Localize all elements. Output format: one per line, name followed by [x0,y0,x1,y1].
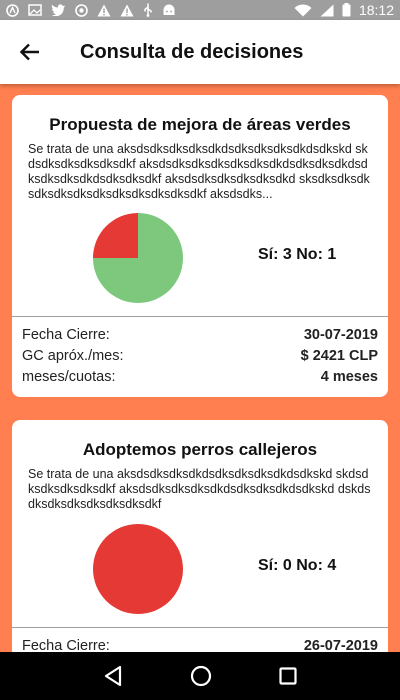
warning-icon [120,4,134,16]
fecha-cierre-value: 26-07-2019 [303,638,378,652]
battery-icon [342,3,351,17]
meses-label: meses/cuotas: [22,369,116,385]
wifi-icon [294,3,312,16]
home-nav-icon[interactable] [190,665,212,687]
decision-title: Propuesta de mejora de áreas verdes [49,115,351,134]
notification-icons [6,3,176,17]
usb-icon [144,3,152,17]
app-icon [6,3,19,17]
vote-counts: Sí: 3 No: 1 [258,246,337,263]
system-icons: 18:12 [294,2,394,18]
page-title: Consulta de decisiones [80,40,304,63]
warning-icon [97,4,111,16]
divider [12,316,388,317]
vote-summary: Sí: 0 No: 4 [12,513,388,617]
status-time: 18:12 [358,2,394,18]
back-nav-icon[interactable] [103,665,123,687]
fecha-cierre-value: 30-07-2019 [303,327,378,343]
image-icon [28,4,42,16]
vote-pie-chart [93,524,183,614]
meses-value: 4 meses [320,369,378,385]
fecha-cierre-label: Fecha Cierre: [22,327,110,343]
vote-pie-chart [93,213,183,303]
recents-nav-icon[interactable] [279,667,297,685]
signal-icon [320,4,334,16]
pie-slice-no [93,213,138,258]
decisions-list[interactable]: Propuesta de mejora de áreas verdes Se t… [0,84,400,652]
app-bar: Consulta de decisiones [0,20,400,84]
chrome-icon [75,3,88,17]
fecha-cierre-label: Fecha Cierre: [22,638,110,652]
decision-description: Se trata de una aksdsdksdksdkdsdksdksdks… [28,467,371,511]
status-bar: 18:12 [0,0,400,20]
decision-details: Fecha Cierre: 26-07-2019 [12,628,388,652]
pie-slice-no [93,524,183,614]
pie-slice-yes [93,213,183,303]
arrow-left-icon [20,43,39,61]
decision-card[interactable]: Adoptemos perros callejeros Se trata de … [12,420,388,652]
divider [12,627,388,628]
decision-details: Fecha Cierre: GC apróx./mes: meses/cuota… [12,317,388,388]
vote-summary: Sí: 3 No: 1 [12,202,388,306]
twitter-icon [51,4,65,16]
gc-label: GC apróx./mes: [22,348,124,364]
vote-counts: Sí: 0 No: 4 [258,557,337,574]
android-icon [163,4,175,15]
back-button[interactable] [0,20,60,84]
decision-description: Se trata de una aksdsdksdksdksdkdsdksdks… [28,142,370,201]
decision-title: Adoptemos perros callejeros [82,440,318,459]
navigation-bar [0,652,400,700]
gc-value: $ 2421 CLP [300,348,378,364]
decision-card[interactable]: Propuesta de mejora de áreas verdes Se t… [12,95,388,397]
